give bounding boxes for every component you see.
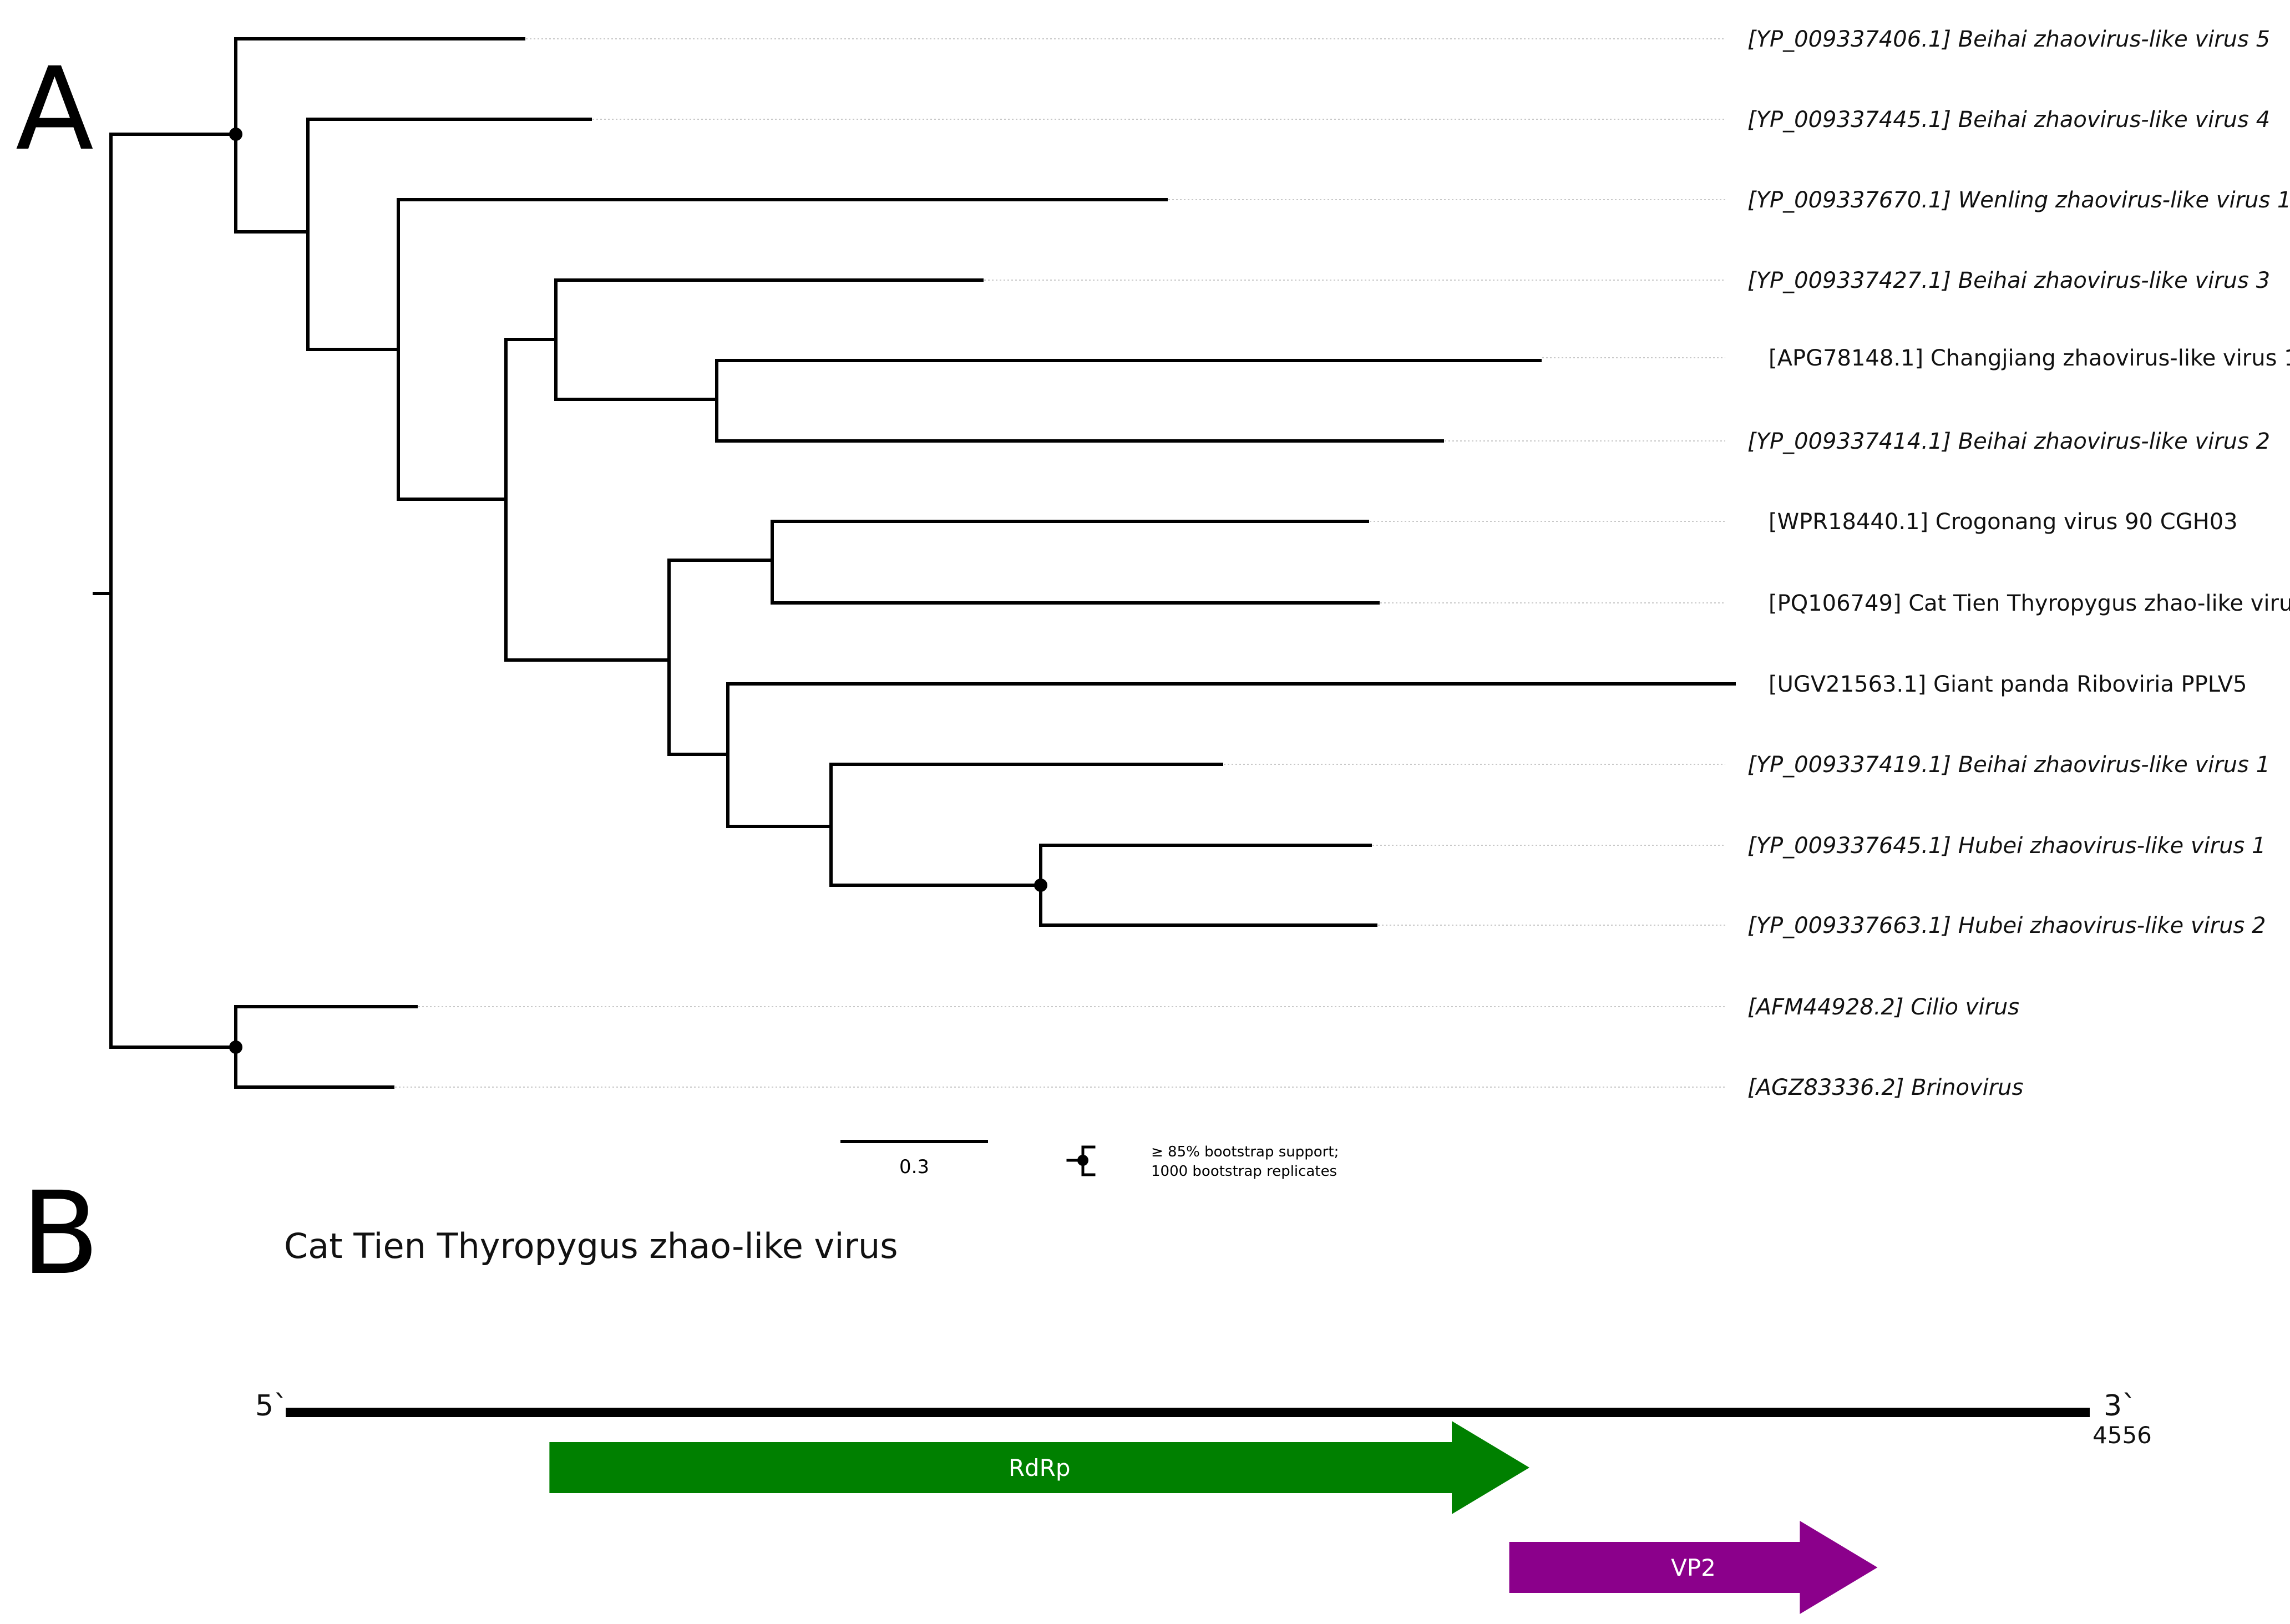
tip-guide-lines: [395, 38, 1725, 1088]
tip-label: [UGV21563.1] Giant panda Riboviria PPLV5: [1769, 672, 2247, 697]
bootstrap-node-marker: [229, 1041, 242, 1054]
gene-label-rdrp: RdRp: [1009, 1454, 1071, 1481]
genome-length-label: 4556: [2093, 1422, 2152, 1449]
three-prime-label: 3`: [2104, 1389, 2136, 1423]
tip-label: [YP_009337419.1] Beihai zhaovirus-like v…: [1747, 752, 2270, 778]
gene-label-vp2: VP2: [1671, 1554, 1716, 1581]
five-prime-label: 5`: [255, 1389, 288, 1423]
bootstrap-legend-line2: 1000 bootstrap replicates: [1151, 1163, 1337, 1180]
panel-b-label: B: [21, 1167, 99, 1300]
tip-label: [YP_009337427.1] Beihai zhaovirus-like v…: [1747, 268, 2270, 293]
tip-label: [YP_009337445.1] Beihai zhaovirus-like v…: [1747, 107, 2270, 133]
tip-labels: [YP_009337406.1] Beihai zhaovirus-like v…: [1747, 27, 2290, 1100]
phylogenetic-tree: [YP_009337406.1] Beihai zhaovirus-like v…: [93, 27, 2290, 1100]
bootstrap-legend-line1: ≥ 85% bootstrap support;: [1151, 1144, 1339, 1160]
genome-backbone: [286, 1408, 2090, 1417]
tip-label: [AGZ83336.2] Brinovirus: [1747, 1075, 2023, 1100]
legend-node-marker: [1077, 1155, 1088, 1166]
genome-title: Cat Tien Thyropygus zhao-like virus: [284, 1226, 898, 1266]
tip-label: [YP_009337414.1] Beihai zhaovirus-like v…: [1747, 429, 2270, 454]
genome-map: 5` 3` 4556 RdRp VP2: [255, 1389, 2152, 1614]
gene-arrow-rdrp: [549, 1421, 1529, 1514]
bootstrap-node-marker: [1034, 879, 1047, 892]
panel-a-label: A: [16, 43, 94, 176]
tip-label: [YP_009337670.1] Wenling zhaovirus-like …: [1747, 187, 2290, 213]
gene-arrows: RdRp VP2: [549, 1421, 1878, 1614]
scale-bar: 0.3: [840, 1140, 988, 1178]
tip-label: [APG78148.1] Changjiang zhaovirus-like v…: [1769, 346, 2290, 371]
tip-label: [PQ106749] Cat Tien Thyropygus zhao-like…: [1769, 591, 2290, 616]
tip-label: [YP_009337663.1] Hubei zhaovirus-like vi…: [1747, 913, 2266, 938]
tip-label: [WPR18440.1] Crogonang virus 90 CGH03: [1769, 509, 2238, 535]
gene-arrow-vp2: [1509, 1521, 1878, 1614]
tip-label: [YP_009337645.1] Hubei zhaovirus-like vi…: [1747, 833, 2266, 859]
bootstrap-node-marker: [229, 128, 242, 141]
tip-label: [AFM44928.2] Cilio virus: [1747, 994, 2019, 1020]
bootstrap-legend: ≥ 85% bootstrap support; 1000 bootstrap …: [1066, 1144, 1339, 1180]
tip-label: [YP_009337406.1] Beihai zhaovirus-like v…: [1747, 27, 2270, 52]
scale-bar-label: 0.3: [899, 1156, 929, 1178]
